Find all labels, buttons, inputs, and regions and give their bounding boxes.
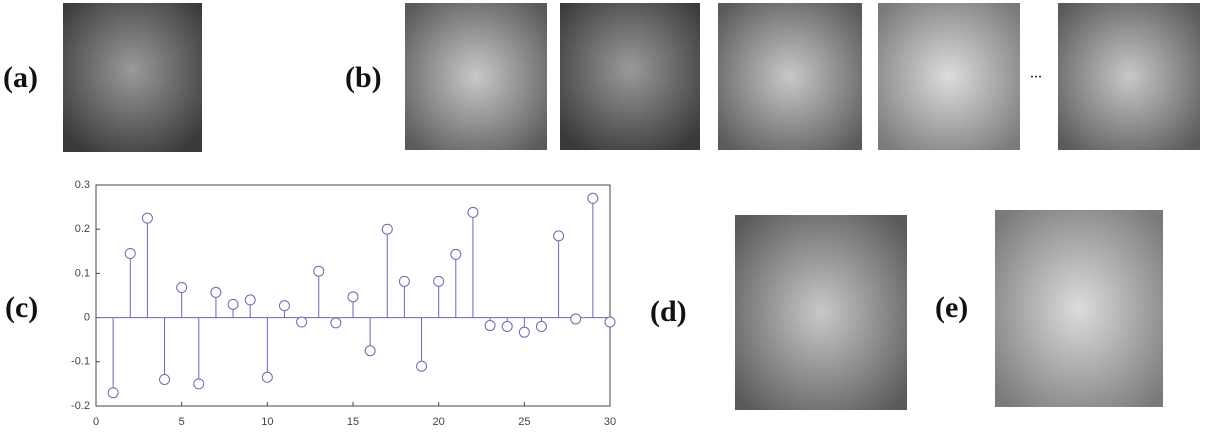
stem-marker [159, 373, 171, 385]
x-tick-label: 20 [433, 416, 445, 428]
panel-label: (c) [5, 291, 38, 324]
stem-marker [313, 265, 325, 277]
stem-marker [467, 206, 479, 218]
stem-marker [570, 313, 582, 325]
stem-marker [176, 282, 188, 294]
stem-marker [227, 298, 239, 310]
stem-marker [604, 316, 616, 328]
stem-marker [518, 326, 530, 338]
stem-marker [587, 192, 599, 204]
stem-marker [433, 275, 445, 287]
face-b4 [878, 3, 1020, 150]
stem-marker [296, 316, 308, 328]
face-b3 [718, 3, 862, 150]
y-tick-label: -0.2 [71, 400, 90, 412]
panel-label: (d) [650, 295, 687, 328]
stem-marker [450, 248, 462, 260]
stem-marker [107, 387, 119, 399]
face-d [735, 215, 907, 410]
stem-marker [484, 320, 496, 332]
y-tick-label: 0.3 [75, 179, 90, 191]
x-tick-label: 10 [261, 416, 273, 428]
stem-marker [141, 212, 153, 224]
y-tick-label: -0.1 [71, 356, 90, 368]
x-tick-label: 15 [347, 416, 359, 428]
ellipsis: ... [1030, 65, 1042, 82]
panel-label: (b) [345, 61, 382, 94]
stem-marker [398, 275, 410, 287]
x-tick-label: 5 [179, 416, 185, 428]
y-tick-label: 0.1 [75, 267, 90, 279]
face-b2 [560, 3, 700, 150]
stem-marker [193, 378, 205, 390]
x-tick-label: 0 [93, 416, 99, 428]
stem-marker [364, 345, 376, 357]
stem-marker [381, 223, 393, 235]
stem-marker [210, 286, 222, 298]
stem-marker [501, 320, 513, 332]
stem-marker [261, 371, 273, 383]
y-tick-label: 0 [84, 312, 90, 324]
face-images [63, 3, 1200, 410]
stem-marker [416, 360, 428, 372]
x-tick-label: 30 [604, 416, 616, 428]
stem-marker [244, 294, 256, 306]
face-e [995, 210, 1163, 407]
face-a [63, 3, 202, 152]
stem-marker [278, 300, 290, 312]
x-tick-label: 25 [518, 416, 530, 428]
stem-marker [553, 230, 565, 242]
panel-label: (a) [3, 61, 38, 94]
stem-marker [330, 317, 342, 329]
panel-label: (e) [935, 291, 968, 324]
stem-marker [124, 248, 136, 260]
y-tick-label: 0.2 [75, 223, 90, 235]
face-b1 [405, 3, 547, 150]
stem-marker [347, 291, 359, 303]
face-b5 [1058, 3, 1200, 150]
stem-marker [535, 320, 547, 332]
